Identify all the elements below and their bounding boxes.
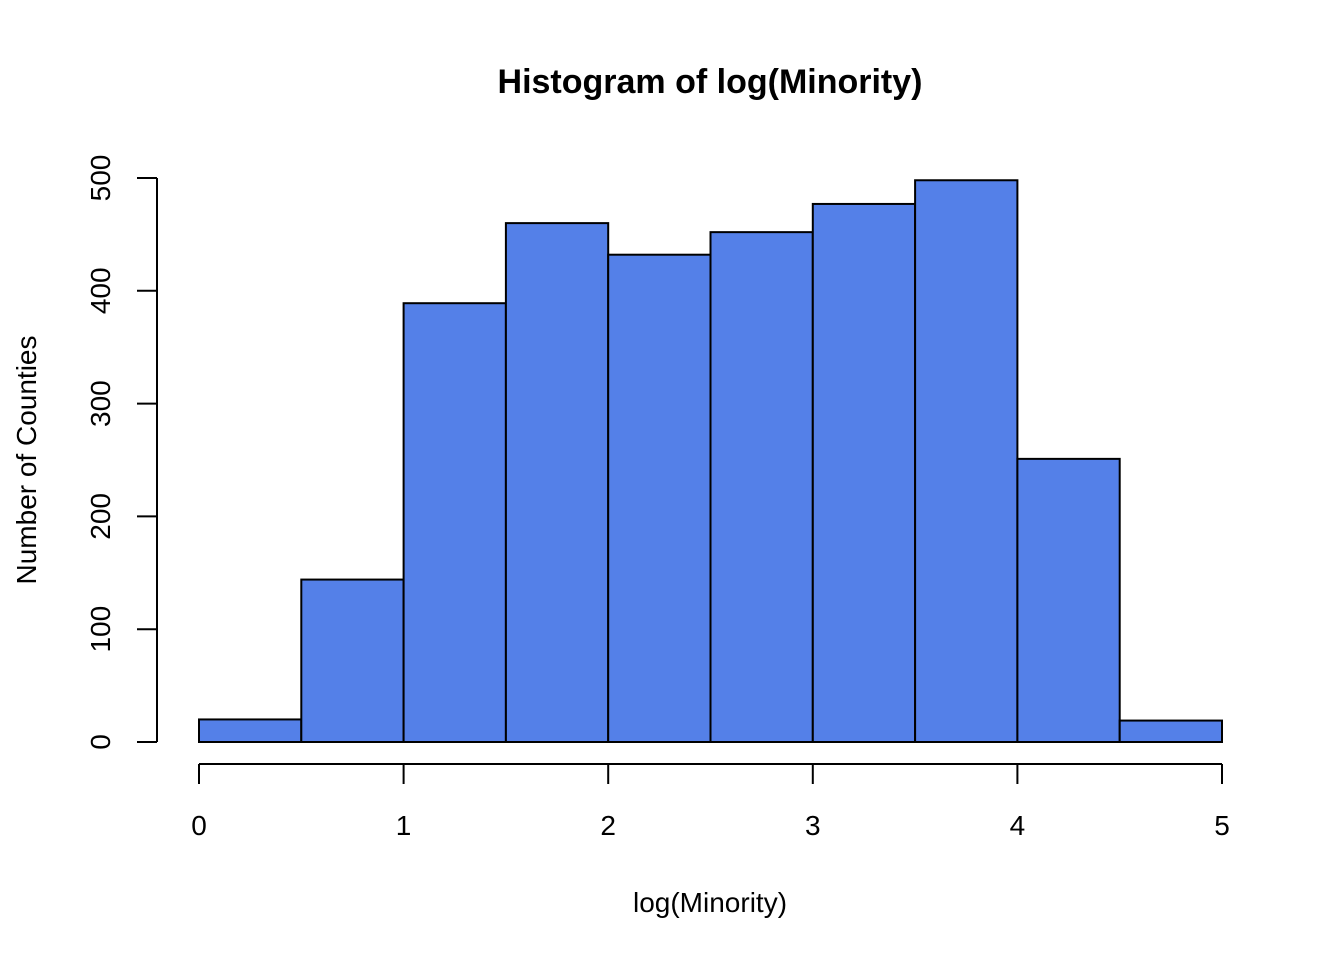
y-tick-label: 500 [85,155,116,202]
y-tick-label: 300 [85,380,116,427]
x-tick-label: 3 [805,810,821,841]
histogram-bar-7 [914,179,1019,744]
x-axis: 0 1 2 3 4 5 [191,763,1230,841]
histogram-bar-8 [1016,457,1121,743]
y-axis-label: Number of Counties [11,335,42,584]
x-axis-label: log(Minority) [633,887,787,918]
x-tick-label: 2 [600,810,616,841]
y-axis: 0 100 200 300 400 500 [85,155,158,750]
y-tick-label: 200 [85,493,116,540]
y-tick-label: 400 [85,267,116,314]
x-tick-label: 5 [1214,810,1230,841]
histogram-bar-0 [198,718,303,744]
histogram-bar-4 [607,253,712,743]
chart-title: Histogram of log(Minority) [498,63,923,101]
histogram-bar-2 [402,302,507,743]
bars [198,179,1223,744]
x-tick-label: 4 [1010,810,1026,841]
histogram-bar-3 [504,222,610,743]
histogram-bar-5 [709,231,814,743]
y-tick-label: 100 [85,606,116,653]
x-tick-label: 0 [191,810,207,841]
histogram-bar-9 [1118,719,1223,743]
y-tick-label: 0 [85,734,116,750]
histogram-bar-1 [300,578,405,743]
x-tick-label: 1 [396,810,412,841]
histogram-bar-6 [811,202,917,744]
